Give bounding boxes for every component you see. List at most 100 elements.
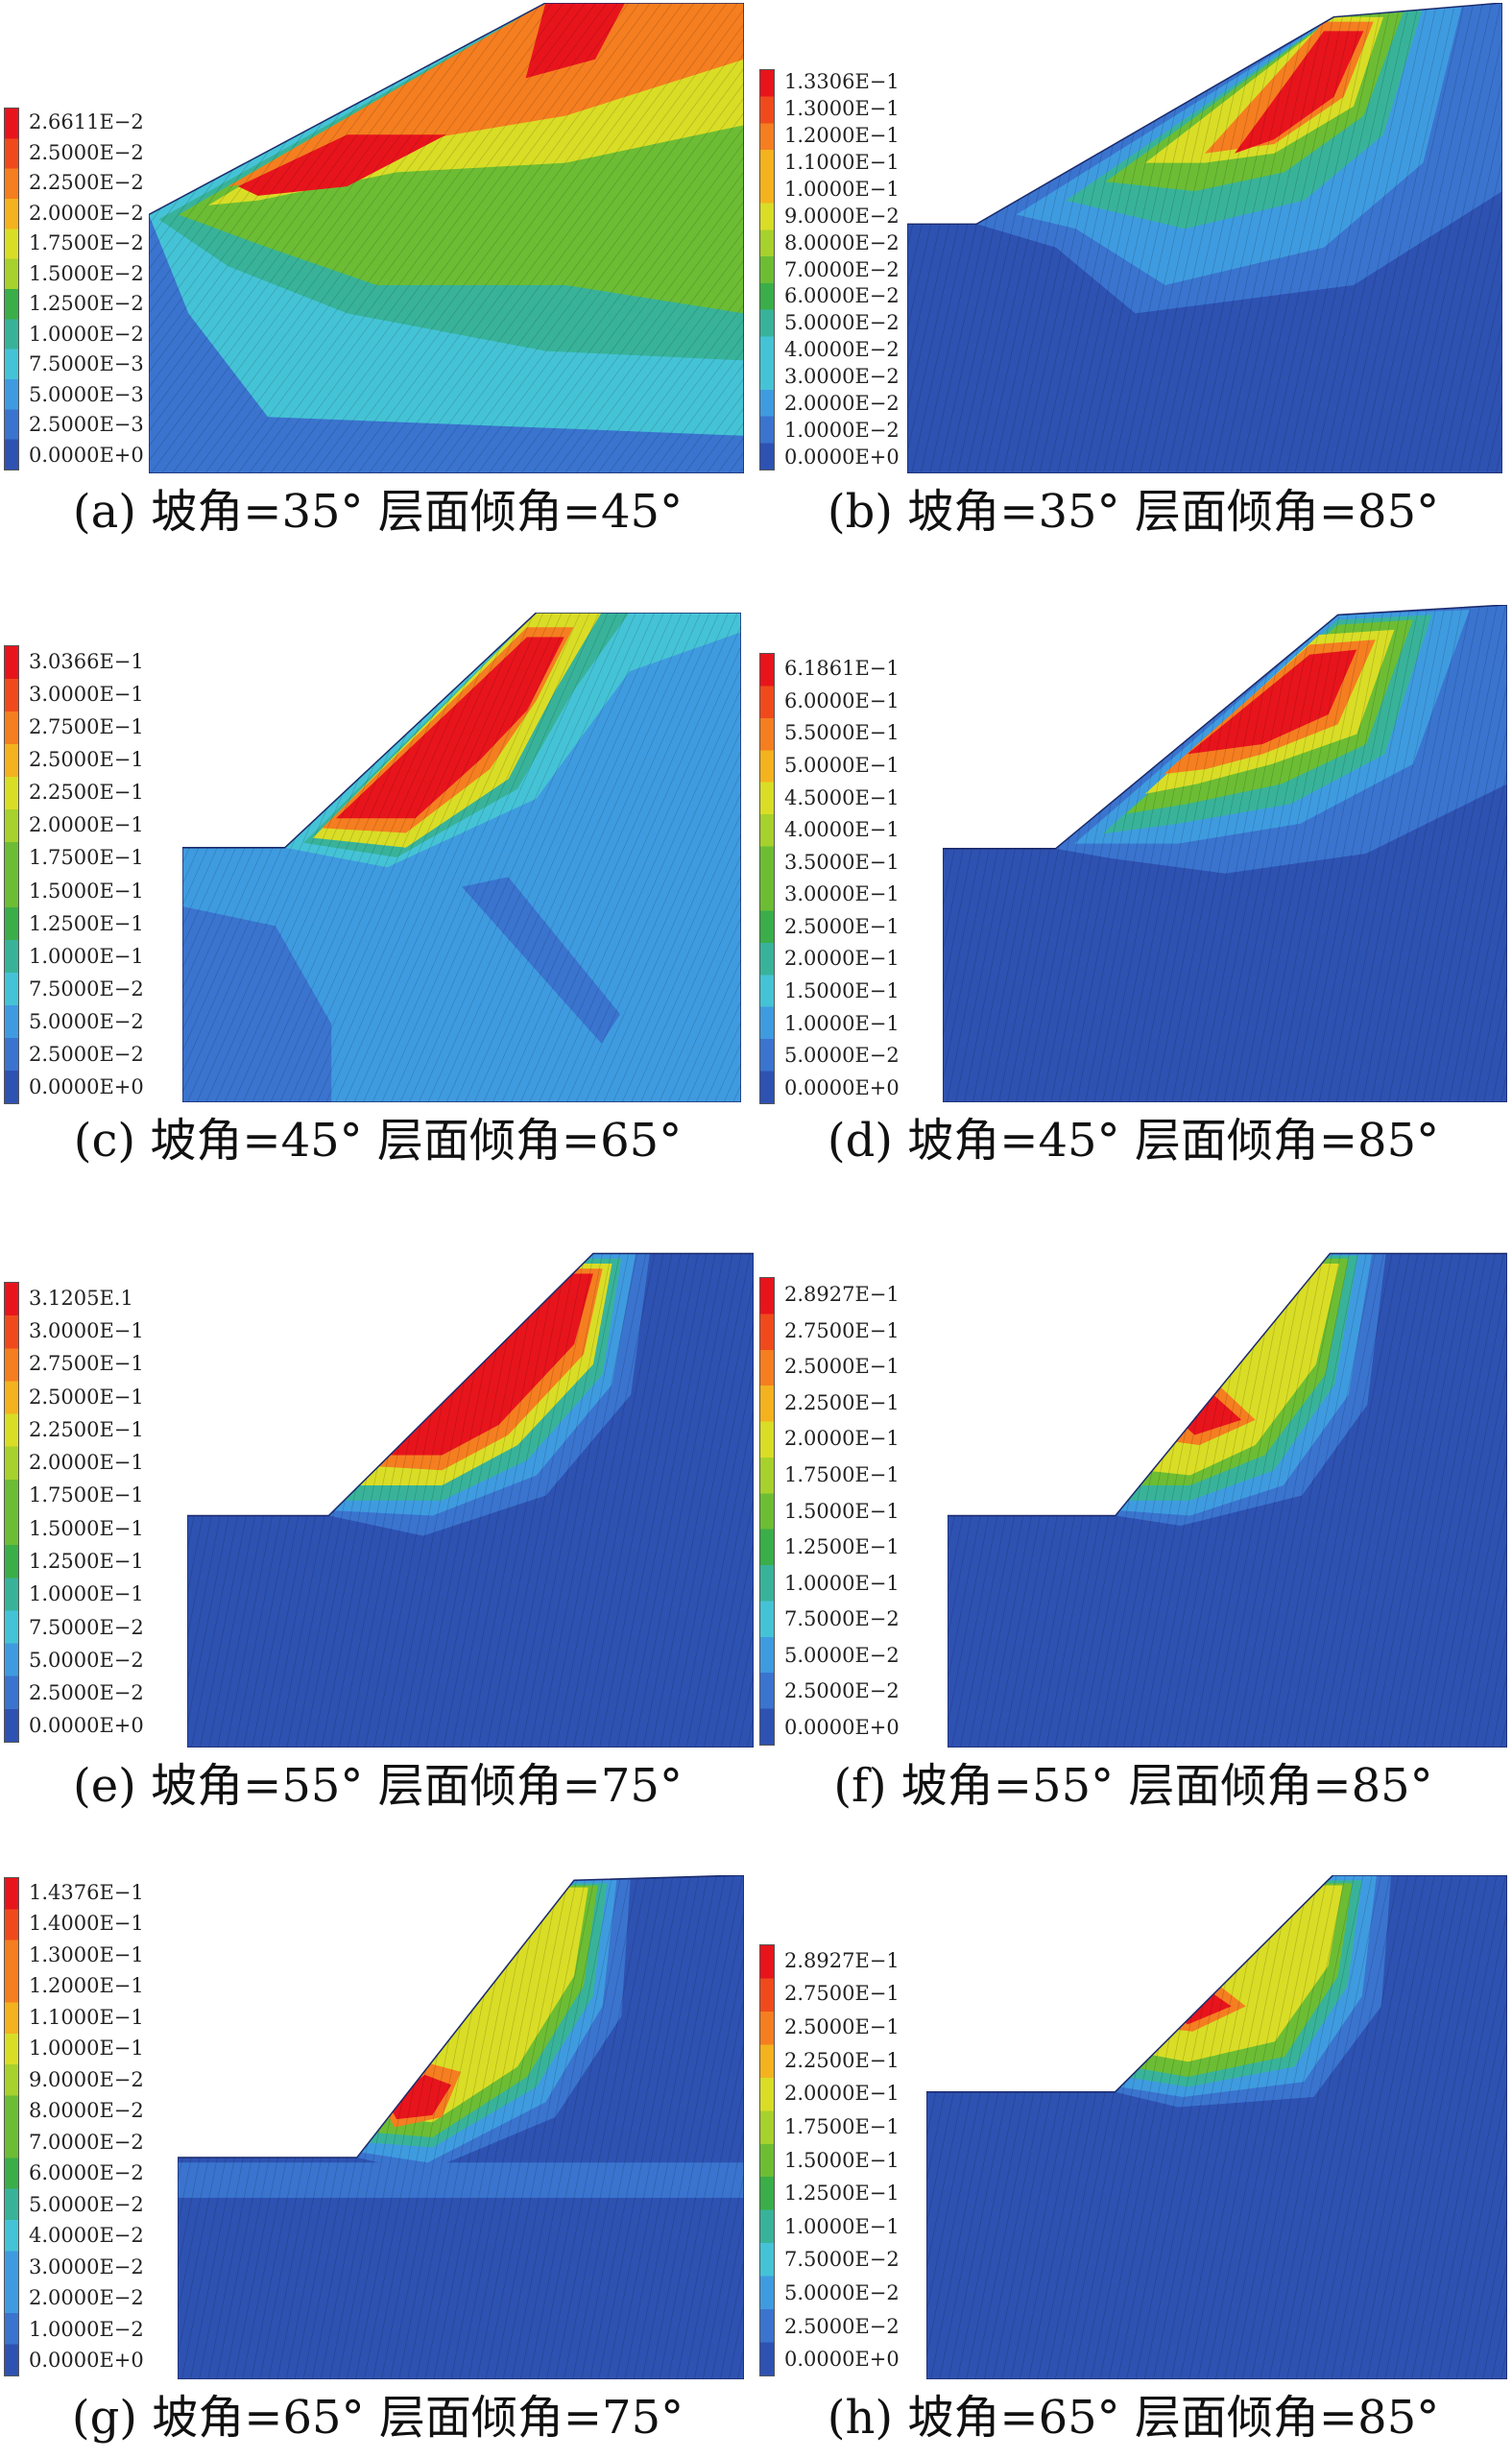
legend-label: 7.5000E−2 — [784, 1607, 900, 1631]
legend-label: 2.0000E−1 — [784, 1427, 900, 1451]
panel-caption: (e) 坡角=55° 层面倾角=75° — [73, 1759, 683, 1813]
legend-label: 2.8927E−1 — [784, 1283, 900, 1307]
legend-label: 1.2500E−2 — [29, 292, 144, 316]
legend-label: 2.2500E−1 — [29, 1417, 144, 1441]
legend-label: 2.2500E−1 — [784, 2048, 900, 2072]
legend-label: 1.3000E−1 — [29, 1942, 144, 1966]
legend-label: 7.5000E−2 — [784, 2248, 900, 2272]
legend-label: 1.3000E−1 — [784, 97, 900, 121]
legend-label: 0.0000E+0 — [784, 445, 900, 469]
panel-caption: (f) 坡角=55° 层面倾角=85° — [833, 1759, 1433, 1813]
contour-plot — [187, 1252, 754, 1748]
legend-label: 0.0000E+0 — [784, 1715, 900, 1739]
legend-label: 1.0000E−2 — [29, 2317, 144, 2341]
legend-label: 8.0000E−2 — [784, 230, 900, 254]
legend-colorbar — [4, 1282, 19, 1743]
bedding-plane-hatch — [187, 1253, 754, 1748]
legend-label: 1.7500E−2 — [29, 231, 144, 255]
legend-label: 4.0000E−2 — [29, 2224, 144, 2248]
legend-label: 2.5000E−1 — [29, 1385, 144, 1409]
slope-outline — [926, 1875, 1507, 2379]
bedding-plane-hatch — [907, 3, 1502, 473]
legend-colorbar — [4, 1877, 19, 2376]
legend-label: 2.8927E−1 — [784, 1948, 900, 1972]
slope-outline — [907, 3, 1502, 473]
contour-plot — [926, 1875, 1507, 2379]
legend-label: 2.7500E−1 — [29, 1352, 144, 1376]
legend-label: 5.0000E−2 — [29, 2192, 144, 2216]
legend-label: 2.5000E−2 — [784, 1679, 900, 1703]
legend-label: 2.2500E−1 — [784, 1390, 900, 1414]
legend-label: 1.5000E−1 — [784, 1499, 900, 1523]
legend-label: 2.6611E−2 — [29, 110, 144, 134]
contour-plot — [907, 3, 1502, 473]
legend-label: 5.0000E−2 — [784, 1044, 900, 1068]
panel-caption: (b) 坡角=35° 层面倾角=85° — [827, 485, 1440, 539]
legend-label: 2.5000E−2 — [784, 2314, 900, 2338]
legend-label: 1.2500E−1 — [784, 2182, 900, 2206]
legend-label: 3.0366E−1 — [29, 649, 144, 673]
bedding-plane-hatch — [149, 3, 744, 473]
legend-label: 1.1000E−1 — [784, 151, 900, 175]
slope-outline — [178, 1875, 744, 2379]
legend-label: 1.7500E−1 — [29, 846, 144, 870]
legend-label: 2.5000E−3 — [29, 413, 144, 437]
legend-label: 5.5000E−1 — [784, 721, 900, 745]
slope-outline — [182, 613, 741, 1102]
legend-label: 0.0000E+0 — [29, 2349, 144, 2373]
legend-label: 5.0000E−3 — [29, 382, 144, 406]
legend-colorbar — [759, 1944, 775, 2376]
legend-label: 3.0000E−2 — [29, 2254, 144, 2278]
legend-label: 5.0000E−2 — [784, 311, 900, 335]
legend-label: 1.2000E−1 — [29, 1974, 144, 1998]
legend-label: 5.0000E−2 — [29, 1648, 144, 1672]
legend-label: 2.7500E−1 — [784, 1982, 900, 2006]
legend-label: 2.0000E−2 — [29, 201, 144, 225]
legend-label: 3.0000E−1 — [29, 682, 144, 706]
legend-label: 2.0000E−1 — [784, 2082, 900, 2106]
legend-label: 1.0000E−1 — [29, 2037, 144, 2061]
legend-label: 1.5000E−1 — [29, 879, 144, 903]
legend-label: 3.0000E−1 — [29, 1318, 144, 1342]
legend-label: 2.0000E−1 — [784, 947, 900, 971]
panel-caption: (c) 坡角=45° 层面倾角=65° — [73, 1114, 683, 1168]
legend-label: 0.0000E+0 — [29, 443, 144, 467]
legend-label: 2.5000E−1 — [784, 2015, 900, 2039]
legend-label: 2.7500E−1 — [784, 1318, 900, 1342]
legend-label: 2.5000E−1 — [784, 1355, 900, 1379]
legend-label: 2.5000E−1 — [29, 748, 144, 771]
slope-outline — [943, 605, 1507, 1102]
legend-label: 7.0000E−2 — [784, 257, 900, 281]
legend-label: 1.1000E−1 — [29, 2005, 144, 2029]
legend-label: 1.2500E−1 — [29, 1549, 144, 1573]
legend-label: 1.2000E−1 — [784, 124, 900, 148]
legend-label: 2.2500E−2 — [29, 171, 144, 195]
legend-label: 4.5000E−1 — [784, 785, 900, 809]
panel-caption: (a) 坡角=35° 层面倾角=45° — [72, 485, 684, 539]
legend-label: 1.5000E−1 — [784, 979, 900, 1002]
slope-outline — [948, 1252, 1507, 1748]
bedding-plane-hatch — [178, 1875, 744, 2379]
legend-label: 2.0000E−2 — [784, 391, 900, 415]
legend-label: 0.0000E+0 — [29, 1714, 144, 1738]
contour-plot — [943, 605, 1507, 1102]
contour-plot — [149, 3, 744, 473]
legend-label: 4.0000E−1 — [784, 818, 900, 842]
legend-label: 1.0000E−1 — [784, 177, 900, 201]
legend-label: 1.2500E−1 — [29, 911, 144, 935]
slope-outline — [149, 3, 744, 473]
legend-label: 0.0000E+0 — [29, 1075, 144, 1099]
legend-label: 2.0000E−1 — [29, 813, 144, 837]
legend-label: 1.0000E−1 — [29, 1582, 144, 1606]
legend-label: 3.1205E.1 — [29, 1286, 133, 1310]
legend-label: 1.5000E−2 — [29, 261, 144, 285]
legend-label: 5.0000E−2 — [29, 1010, 144, 1034]
legend-label: 1.0000E−1 — [784, 2214, 900, 2238]
legend-label: 7.0000E−2 — [29, 2130, 144, 2154]
legend-label: 1.7500E−1 — [784, 1462, 900, 1486]
legend-colorbar — [759, 653, 775, 1104]
legend-label: 1.5000E−1 — [29, 1516, 144, 1540]
legend-label: 1.0000E−1 — [29, 944, 144, 968]
legend-label: 1.0000E−1 — [784, 1011, 900, 1035]
legend-label: 4.0000E−2 — [784, 338, 900, 362]
